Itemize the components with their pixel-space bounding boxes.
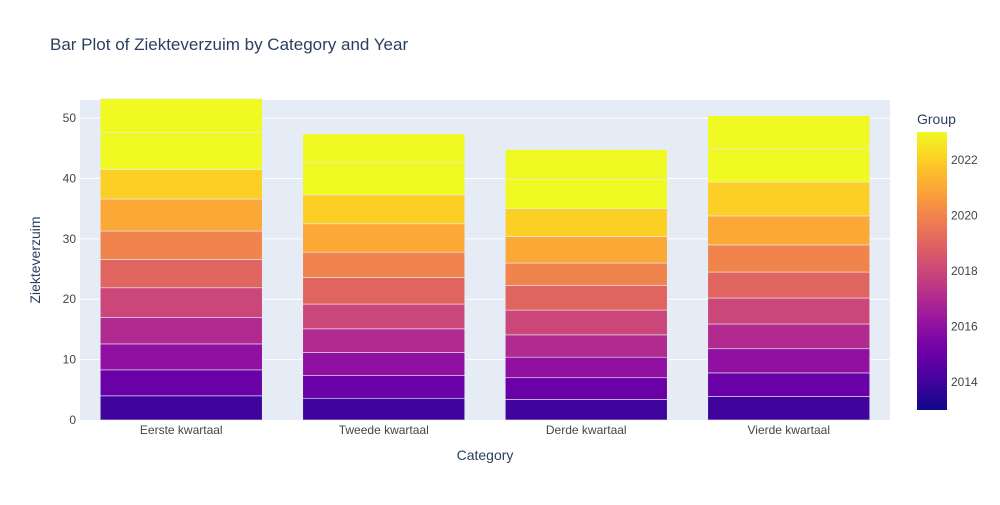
bar-segment bbox=[707, 323, 871, 350]
bar-segment bbox=[302, 328, 466, 353]
bar-segment bbox=[99, 287, 263, 318]
bar-segment bbox=[99, 169, 263, 200]
bar-segment bbox=[707, 115, 871, 150]
bar-segment bbox=[707, 148, 871, 183]
bar-segment bbox=[99, 317, 263, 345]
bar-segment bbox=[302, 397, 466, 421]
bar-segment bbox=[302, 133, 466, 163]
x-tick-labels: Eerste kwartaal Tweede kwartaal Derde kwar… bbox=[140, 423, 830, 437]
colorbar-ticks: 2014 2016 2018 2020 2022 bbox=[951, 153, 978, 389]
x-axis-label: Category bbox=[457, 447, 514, 463]
bar-segment bbox=[707, 181, 871, 217]
colorbar bbox=[917, 132, 947, 410]
bar-segment bbox=[99, 230, 263, 260]
bar-segment bbox=[504, 208, 668, 237]
y-tick-label: 30 bbox=[63, 232, 77, 246]
bar-segment bbox=[99, 259, 263, 289]
bar-segment bbox=[707, 244, 871, 273]
bar-segment bbox=[504, 179, 668, 209]
bar-segment bbox=[302, 223, 466, 253]
bar-segment bbox=[707, 348, 871, 374]
bar-segment bbox=[707, 372, 871, 397]
bar-segment bbox=[99, 132, 263, 170]
y-tick-label: 40 bbox=[63, 171, 77, 185]
y-tick-label: 0 bbox=[69, 413, 76, 427]
bar-segment bbox=[504, 356, 668, 379]
colorbar-tick-label: 2018 bbox=[951, 264, 978, 278]
chart-title: Bar Plot of Ziekteverzuim by Category an… bbox=[50, 35, 408, 54]
bar-segment bbox=[504, 399, 668, 421]
bar-segment bbox=[99, 198, 263, 232]
bar-segment bbox=[707, 297, 871, 325]
y-tick-label: 20 bbox=[63, 292, 77, 306]
colorbar-tick-label: 2022 bbox=[951, 153, 978, 167]
bar-segment bbox=[302, 352, 466, 376]
bar-segment bbox=[302, 375, 466, 399]
x-tick-label: Vierde kwartaal bbox=[748, 423, 831, 437]
y-axis-label: Ziekteverzuim bbox=[27, 216, 43, 303]
bar-segment bbox=[504, 236, 668, 264]
bar-segment bbox=[504, 285, 668, 311]
x-tick-label: Tweede kwartaal bbox=[339, 423, 429, 437]
x-tick-label: Eerste kwartaal bbox=[140, 423, 223, 437]
bars bbox=[99, 98, 871, 421]
bar-segment bbox=[302, 161, 466, 196]
bar-segment bbox=[302, 194, 466, 225]
bar-segment bbox=[302, 251, 466, 278]
bar-segment bbox=[99, 369, 263, 397]
colorbar-title: Group bbox=[917, 111, 956, 127]
bar-segment bbox=[504, 334, 668, 358]
bar-segment bbox=[504, 309, 668, 336]
bar-segment bbox=[99, 343, 263, 371]
y-tick-label: 50 bbox=[63, 111, 77, 125]
bar-segment bbox=[707, 271, 871, 299]
colorbar-tick-label: 2020 bbox=[951, 208, 978, 222]
bar-segment bbox=[707, 215, 871, 246]
bar-segment bbox=[99, 395, 263, 421]
colorbar-tick-label: 2016 bbox=[951, 320, 978, 334]
x-tick-label: Derde kwartaal bbox=[546, 423, 627, 437]
bar-segment bbox=[99, 98, 263, 133]
y-tick-labels: 0 10 20 30 40 50 bbox=[63, 111, 77, 427]
bar-segment bbox=[504, 149, 668, 180]
bar-segment bbox=[504, 377, 668, 400]
colorbar-tick-label: 2014 bbox=[951, 375, 978, 389]
bar-segment bbox=[302, 277, 466, 305]
bar-segment bbox=[302, 303, 466, 330]
bar-segment bbox=[504, 262, 668, 286]
bar-segment bbox=[707, 396, 871, 421]
y-tick-label: 10 bbox=[63, 353, 77, 367]
